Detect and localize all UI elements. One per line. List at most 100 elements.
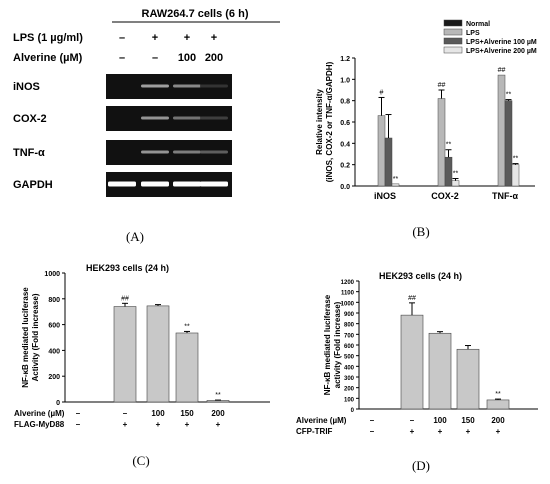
panel-c-bar — [206, 400, 230, 403]
panel-c-y-label: NF-κB mediated luciferaseActivity (Fold … — [21, 287, 40, 388]
panel-a-treatment-value: + — [152, 32, 158, 44]
panel-d-treatment-value: 200 — [491, 416, 505, 425]
panel-b-bar — [504, 100, 513, 187]
panel-b-legend-swatch — [443, 28, 463, 36]
panel-b-y-tick-label: 1.2 — [340, 56, 350, 63]
panel-d-y-tick-label: 1100 — [341, 291, 355, 297]
panel-b-bar — [511, 164, 520, 187]
panel-b-y-tick-label: 0.0 — [340, 184, 350, 191]
panel-d-title: HEK293 cells (24 h) — [379, 271, 462, 281]
blot-band — [108, 181, 136, 187]
panel-d-treatment-value: – — [410, 416, 415, 425]
panel-c-treatment-value: – — [76, 409, 81, 418]
panel-d-annotation: ## — [408, 295, 416, 302]
panel-c-treatment-value: 200 — [211, 409, 225, 418]
panel-c-treatment-value: + — [156, 420, 161, 429]
panel-b-legend-swatch — [443, 37, 463, 45]
panel-a-treatment-value: + — [211, 32, 217, 44]
panel-c-treatment-value: 150 — [180, 409, 194, 418]
panel-c-treatment-label: FLAG-MyD88 — [14, 420, 65, 429]
panel-b-bar — [391, 183, 400, 187]
panel-d-treatment-value: – — [370, 427, 375, 436]
panel-b-legend-label: LPS+Alverine 200 µM — [466, 48, 537, 55]
panel-d-annotation: ** — [495, 391, 501, 398]
panel-c-title: HEK293 cells (24 h) — [86, 263, 169, 273]
panel-a-blots: iNOS COX-2 TNF-α GAPDH — [13, 74, 232, 197]
panel-b-y-tick-label: 0.8 — [340, 99, 350, 106]
panel-d-y-tick-label: 300 — [344, 376, 355, 382]
panel-d-y-label: NF-κB mediated luciferaseactivity (Fold … — [323, 294, 342, 395]
panel-c-treatment-value: – — [76, 420, 81, 429]
panel-b-annotation: ## — [498, 67, 506, 74]
panel-b-annotation: ** — [393, 176, 399, 183]
panel-d-treatment-value: 100 — [433, 416, 447, 425]
panel-d-treatment-label: CFP-TRIF — [296, 427, 333, 436]
panel-d-y-tick-label: 1000 — [341, 301, 355, 307]
panel-c-annotation: ** — [184, 323, 190, 330]
panel-d-bar — [400, 314, 424, 410]
panel-d-y-tick-label: 800 — [344, 323, 355, 329]
panel-b-y-tick-label: 0.6 — [340, 120, 350, 127]
panel-d-y-tick-label: 600 — [344, 344, 355, 350]
panel-a-treatment-value: + — [184, 32, 190, 44]
panel-b-bar — [377, 115, 386, 187]
panel-d-y-tick-label: 400 — [344, 365, 355, 371]
panel-d-bar — [428, 332, 452, 410]
panel-a-band-label: iNOS — [13, 81, 40, 93]
panel-a-band-label: TNF-α — [13, 147, 45, 159]
panel-a-treatments: LPS (1 µg/ml) – + + + Alverine (µM) – – 100 200 — [13, 32, 223, 64]
blot-band — [173, 84, 201, 88]
panel-b-legend-swatch — [443, 46, 463, 54]
panel-c-y-tick-label: 0 — [56, 400, 60, 407]
panel-d-y-tick-label: 500 — [344, 355, 355, 361]
panel-c-annotation: ## — [121, 295, 129, 302]
panel-c-y-tick-label: 200 — [48, 374, 60, 381]
blot-band — [173, 116, 201, 120]
panel-b-category-label: TNF-α — [492, 191, 518, 201]
panel-d-y-tick-label: 700 — [344, 333, 355, 339]
panel-d-bar — [456, 348, 480, 410]
panel-d-treatment-value: + — [466, 427, 471, 436]
panel-c-y-tick-label: 1000 — [44, 271, 60, 278]
panel-d-bar — [486, 399, 510, 410]
panel-c-treatment-value: + — [216, 420, 221, 429]
panel-c-treatment-label: Alverine (µM) — [14, 409, 65, 418]
panel-b-bar — [437, 98, 446, 187]
blot-band — [141, 150, 169, 154]
panel-b-annotation: ** — [513, 156, 519, 163]
panel-b-bar — [451, 180, 460, 187]
panel-d-treatment-value: + — [410, 427, 415, 436]
panel-a-letter: (A) — [126, 229, 144, 244]
panel-c-y-tick-label: 400 — [48, 348, 60, 355]
panel-a: RAW264.7 cells (6 h) LPS (1 µg/ml) – + + + Al… — [13, 8, 280, 244]
panel-a-treatment-label: Alverine (µM) — [13, 52, 83, 64]
panel-a-treatment-value: – — [119, 32, 125, 44]
panel-c-bar — [146, 305, 170, 403]
panel-b-category-label: iNOS — [374, 191, 396, 201]
panel-b-bar — [444, 156, 453, 187]
panel-b-category-label: COX-2 — [431, 191, 459, 201]
blot-band — [200, 84, 228, 88]
panel-d-y-tick-label: 900 — [344, 312, 355, 318]
panel-a-treatment-value: 100 — [178, 52, 196, 64]
panel-c-treatment-value: + — [185, 420, 190, 429]
panel-a-cell-title: RAW264.7 cells (6 h) — [142, 8, 249, 20]
panel-d-treatment-value: + — [496, 427, 501, 436]
panel-b-chart: 0.0 0.2 0.4 0.6 0.8 1.0 1.2 Relative intensity(… — [315, 19, 537, 201]
blot-band — [141, 181, 169, 187]
panel-c-y-tick-label: 600 — [48, 323, 60, 330]
panel-b-y-tick-label: 0.4 — [340, 141, 350, 148]
blot-band — [200, 116, 228, 120]
panel-c-treatment-value: + — [123, 420, 128, 429]
panel-d-treatment-value: + — [438, 427, 443, 436]
panel-c-bar — [113, 306, 137, 403]
panel-c-letter: (C) — [132, 453, 149, 468]
panel-d-treatment-value: – — [370, 416, 375, 425]
panel-b-annotation: ** — [506, 92, 512, 99]
panel-b-y-tick-label: 0.2 — [340, 163, 350, 170]
panel-b-y-label: Relative intensity(iNOS, COX-2 or TNF-α/… — [315, 61, 334, 182]
panel-a-treatment-value: – — [119, 52, 125, 64]
panel-b-bar — [497, 74, 506, 187]
panel-a-treatment-value: 200 — [205, 52, 223, 64]
panel-c-y-tick-label: 800 — [48, 297, 60, 304]
